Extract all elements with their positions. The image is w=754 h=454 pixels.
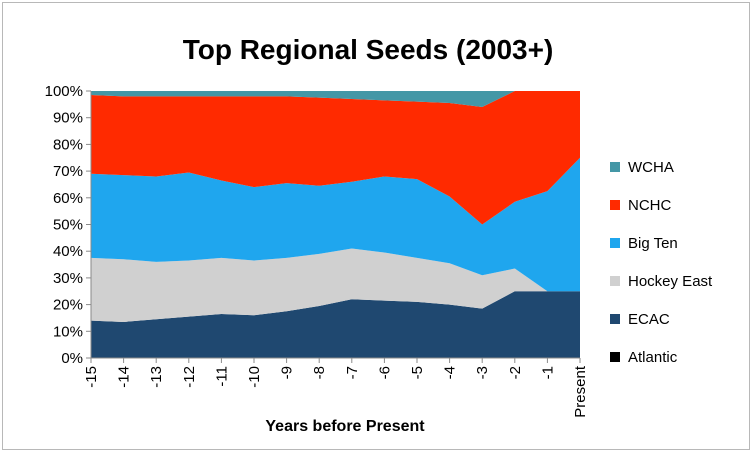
x-tick-label: -1: [539, 366, 556, 379]
chart-frame: Top Regional Seeds (2003+) 0% 10% 20% 30% 40…: [2, 2, 750, 450]
chart-svg: Top Regional Seeds (2003+) 0% 10% 20% 30% 40…: [45, 34, 713, 435]
x-axis-label: Years before Present: [265, 418, 425, 435]
legend-label-hockey-east: Hockey East: [628, 273, 713, 290]
area-ecac: [91, 291, 580, 358]
x-tick-label: -3: [474, 366, 491, 379]
y-tick-label: 40%: [53, 243, 83, 260]
legend: WCHA NCHC Big Ten Hockey East ECAC Atlantic: [610, 159, 713, 366]
y-tick-label: 0%: [61, 350, 83, 367]
legend-label-nchc: NCHC: [628, 197, 671, 214]
legend-swatch-nchc: [610, 200, 620, 210]
x-tick-label: -8: [311, 366, 328, 379]
y-tick-label: 10%: [53, 323, 83, 340]
y-tick-label: 70%: [53, 163, 83, 180]
x-tick-label: -15: [83, 366, 100, 388]
x-tick-label: -2: [507, 366, 524, 379]
legend-label-wcha: WCHA: [628, 159, 674, 176]
legend-swatch-wcha: [610, 162, 620, 172]
legend-label-ecac: ECAC: [628, 311, 670, 328]
area-big-ten: [91, 157, 580, 292]
y-tick-label: 30%: [53, 270, 83, 287]
x-tick-label: -11: [213, 366, 230, 387]
legend-swatch-hockey-east: [610, 276, 620, 286]
legend-label-big-ten: Big Ten: [628, 235, 678, 252]
x-tick-label: -7: [344, 366, 361, 379]
x-tick-label: -4: [442, 366, 459, 379]
legend-swatch-ecac: [610, 314, 620, 324]
area-hockey-east: [91, 248, 580, 322]
y-tick-labels: 0% 10% 20% 30% 40% 50% 60% 70% 80% 90% 100%: [45, 83, 83, 367]
y-tick-label: 100%: [45, 83, 83, 100]
x-tick-label: -5: [409, 366, 426, 379]
y-tick-label: 90%: [53, 110, 83, 127]
area-wcha: [91, 91, 580, 108]
plot-areas: [91, 91, 580, 358]
x-tick-label: -12: [181, 366, 198, 388]
x-tick-labels: -15 -14 -13 -12 -11 -10 -9 -8 -7 -6 -5 -4 -3 -2 -1 Pres…: [83, 365, 589, 418]
x-tick-label: Present: [572, 365, 589, 418]
legend-swatch-atlantic: [610, 352, 620, 362]
area-nchc: [91, 91, 580, 225]
legend-swatch-big-ten: [610, 238, 620, 248]
x-tick-label: -13: [148, 366, 165, 388]
x-tick-label: -14: [116, 366, 133, 388]
y-tick-label: 50%: [53, 217, 83, 234]
axes: [86, 90, 581, 363]
x-tick-label: -10: [246, 366, 263, 388]
y-tick-label: 20%: [53, 297, 83, 314]
y-tick-label: 80%: [53, 136, 83, 153]
x-tick-label: -9: [279, 366, 296, 379]
y-tick-label: 60%: [53, 190, 83, 207]
x-tick-label: -6: [376, 366, 393, 379]
chart-title: Top Regional Seeds (2003+): [183, 34, 554, 65]
legend-label-atlantic: Atlantic: [628, 349, 678, 366]
